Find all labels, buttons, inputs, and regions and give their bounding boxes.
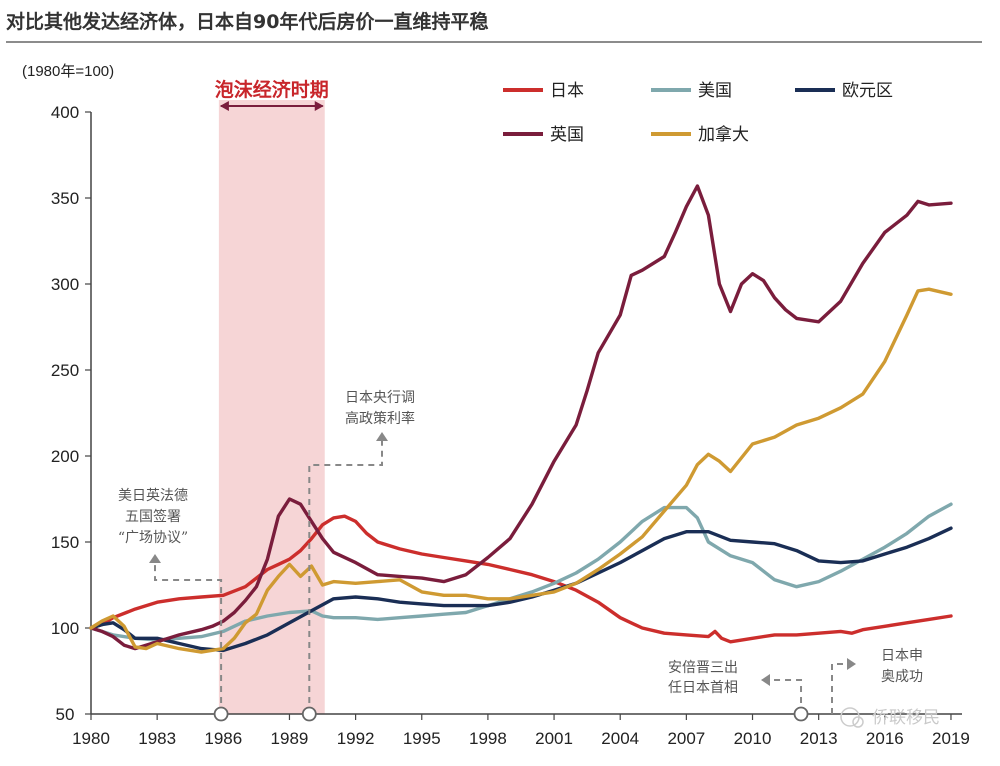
y-tick-label: 150 [51,533,79,552]
plaza-accord-annotation-line-2: 五国签署 [125,508,181,525]
watermark-text: 侨联移民 [872,708,940,728]
y-axis-ticks: 50 100 150 200 250 300 350 400 [51,103,91,724]
x-tick-label: 2010 [734,729,772,748]
x-tick-label: 2001 [535,729,573,748]
olympics-arrow-head [847,658,856,670]
x-tick-label: 2013 [800,729,838,748]
legend-label-usa: 美国 [698,81,732,101]
unit-label: (1980年=100) [22,63,114,80]
event-marker-icon [213,706,229,722]
abe-arrow-head [761,674,770,686]
series-line-japan [89,514,953,644]
boj-rate-hike-annotation-line-1: 日本央行调 [345,390,415,406]
y-tick-label: 200 [51,447,79,466]
legend-label-uk: 英国 [550,125,584,145]
y-tick-label: 50 [56,705,75,724]
event-markers [213,706,809,722]
x-tick-label: 1983 [138,729,176,748]
y-tick-label: 400 [51,103,79,122]
legend-label-euro: 欧元区 [842,81,893,101]
chart-title: 对比其他发达经济体，日本自90年代后房价一直维持平稳 [6,10,488,33]
legend-label-japan: 日本 [550,81,584,101]
y-tick-label: 100 [51,619,79,638]
series-line-uk [89,184,953,651]
abe-annotation-line-2: 任日本首相 [668,680,738,696]
x-tick-label: 1998 [469,729,507,748]
x-tick-label: 2016 [866,729,904,748]
x-tick-label: 1986 [204,729,242,748]
olympics-annotation-line-1: 日本申 [881,648,923,664]
olympics-annotation-line-2: 奥成功 [881,668,923,685]
plaza-accord-annotation-line-3: “广场协议” [118,530,188,546]
plaza-connector [154,562,223,714]
x-tick-label: 2004 [601,729,639,748]
olympics-connector [831,663,848,714]
x-tick-label: 1992 [337,729,375,748]
y-tick-label: 250 [51,361,79,380]
annotation-connectors [149,432,856,714]
y-tick-label: 350 [51,189,79,208]
x-tick-label: 1980 [72,729,110,748]
annotation-layer: 美日英法德 五国签署 “广场协议” 日本央行调 高政策利率 安倍晋三出 任日本首… [118,390,923,696]
series-layer [89,184,953,654]
y-tick-label: 300 [51,275,79,294]
event-marker-icon [301,706,317,722]
abe-annotation-line-1: 安倍晋三出 [668,660,738,676]
event-marker-icon [793,706,809,722]
series-line-euro [89,526,953,653]
legend-label-canada: 加拿大 [698,124,749,145]
watermark-logo-dot-icon [852,716,864,728]
x-axis-ticks: 1980 1983 1986 1989 1992 1995 1998 2001 2004 2007… [72,714,970,748]
bubble-period-label: 泡沫经济时期 [215,78,329,101]
x-tick-label: 2019 [932,729,970,748]
boj-connector [308,440,383,714]
abe-connector [768,679,803,714]
bubble-arrow-left-head [219,101,229,111]
x-tick-label: 2007 [667,729,705,748]
bubble-period-arrow [219,101,324,111]
plaza-accord-annotation-line-1: 美日英法德 [118,487,188,504]
boj-rate-hike-annotation-line-2: 高政策利率 [345,410,415,427]
x-tick-label: 1989 [271,729,309,748]
watermark: 侨联移民 [840,707,940,728]
boj-arrow-head [376,432,388,441]
series-line-canada [89,287,953,654]
bubble-arrow-right-head [314,101,324,111]
plaza-arrow-head [149,554,161,563]
x-tick-label: 1995 [403,729,441,748]
